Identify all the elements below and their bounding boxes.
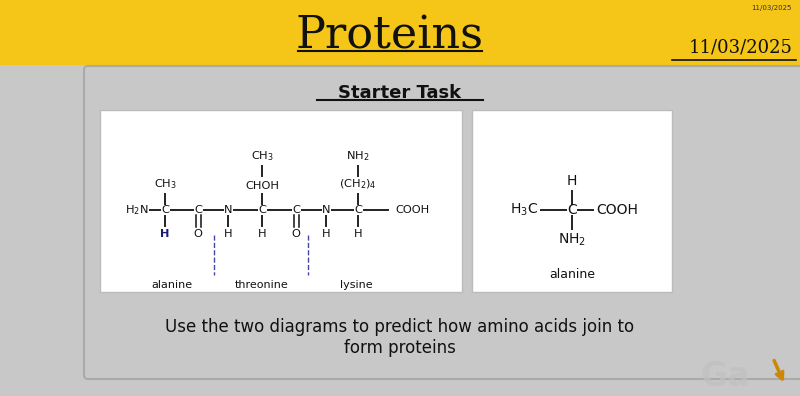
FancyBboxPatch shape — [100, 110, 462, 292]
Text: H: H — [258, 229, 266, 239]
Text: O: O — [194, 229, 202, 239]
Text: H: H — [322, 229, 330, 239]
FancyBboxPatch shape — [472, 110, 672, 292]
Text: C: C — [258, 205, 266, 215]
Text: $\mathregular{NH_2}$: $\mathregular{NH_2}$ — [558, 232, 586, 248]
Text: $\mathregular{CH_3}$: $\mathregular{CH_3}$ — [154, 177, 177, 191]
Text: N: N — [322, 205, 330, 215]
Text: Ga: Ga — [700, 360, 750, 392]
Text: $\mathregular{(CH_2)_4}$: $\mathregular{(CH_2)_4}$ — [339, 177, 377, 191]
Text: Starter Task: Starter Task — [338, 84, 462, 102]
Text: N: N — [224, 205, 232, 215]
Text: 11/03/2025: 11/03/2025 — [689, 39, 793, 57]
Text: H: H — [224, 229, 232, 239]
Text: CHOH: CHOH — [245, 181, 279, 191]
Text: lysine: lysine — [340, 280, 372, 290]
Text: C: C — [292, 205, 300, 215]
Text: H: H — [354, 229, 362, 239]
Text: $\mathregular{NH_2}$: $\mathregular{NH_2}$ — [346, 149, 370, 163]
Text: O: O — [291, 229, 301, 239]
Text: 11/03/2025: 11/03/2025 — [752, 5, 792, 11]
Text: $\mathregular{CH_3}$: $\mathregular{CH_3}$ — [250, 149, 274, 163]
Text: Proteins: Proteins — [296, 14, 484, 57]
Text: form proteins: form proteins — [344, 339, 456, 357]
Text: H: H — [567, 174, 577, 188]
FancyBboxPatch shape — [84, 66, 800, 379]
Text: Use the two diagrams to predict how amino acids join to: Use the two diagrams to predict how amin… — [166, 318, 634, 336]
Text: alanine: alanine — [151, 280, 193, 290]
Text: alanine: alanine — [549, 268, 595, 281]
Text: C: C — [567, 203, 577, 217]
FancyBboxPatch shape — [0, 0, 800, 65]
Text: COOH: COOH — [596, 203, 638, 217]
Text: C: C — [161, 205, 169, 215]
Text: H: H — [160, 229, 170, 239]
Text: C: C — [194, 205, 202, 215]
Text: $\mathregular{H_2N}$: $\mathregular{H_2N}$ — [125, 203, 148, 217]
Text: C: C — [354, 205, 362, 215]
Text: threonine: threonine — [235, 280, 289, 290]
Text: $\mathregular{H_3C}$: $\mathregular{H_3C}$ — [510, 202, 538, 218]
Text: COOH: COOH — [395, 205, 430, 215]
